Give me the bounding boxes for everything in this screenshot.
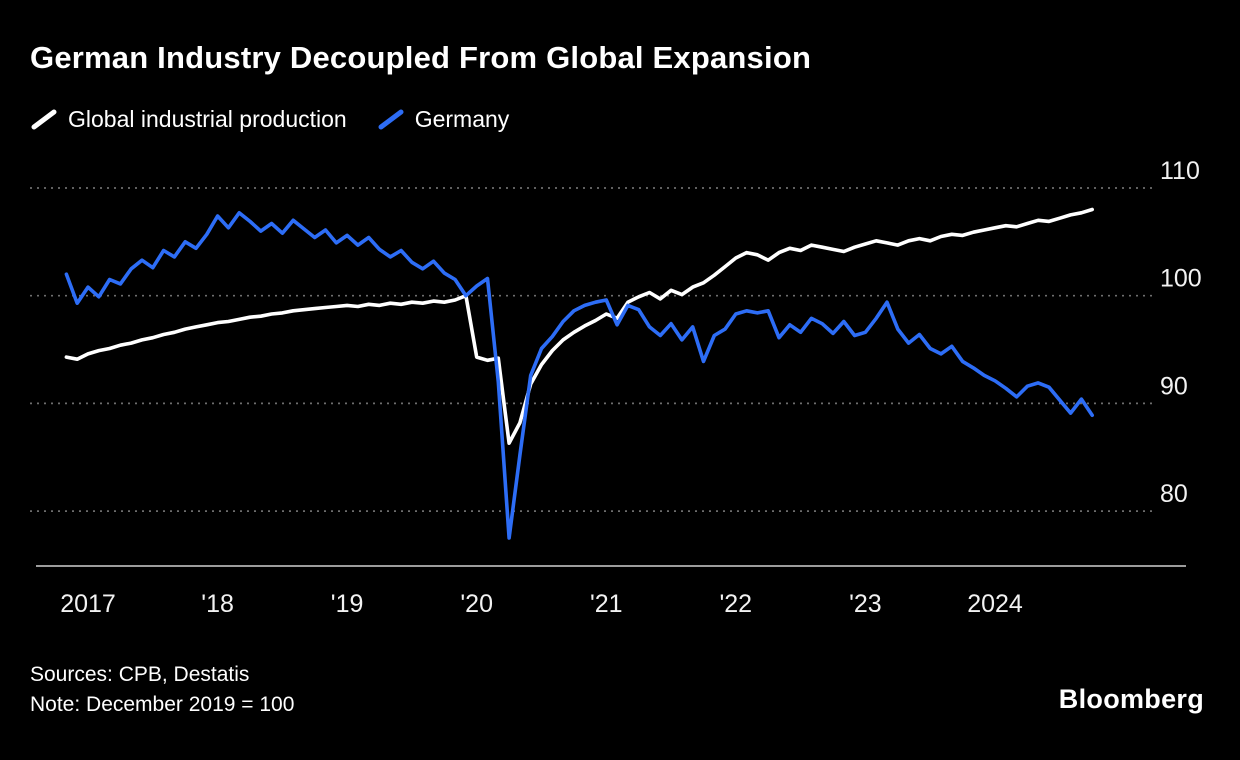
- line-swatch-icon-germany: [378, 109, 404, 129]
- legend-label-global: Global industrial production: [68, 106, 347, 132]
- legend-item-germany: Germany: [377, 106, 510, 133]
- bloomberg-logo: Bloomberg: [1058, 684, 1204, 714]
- legend-item-global: Global industrial production: [30, 106, 347, 133]
- note-text: Note: December 2019 = 100: [30, 693, 295, 716]
- chart-footer: Sources: CPB, Destatis Note: December 20…: [30, 660, 294, 720]
- x-axis-tick-label: '18: [201, 590, 234, 618]
- series-line-global: [64, 207, 1094, 446]
- chart-title: German Industry Decoupled From Global Ex…: [30, 40, 812, 75]
- legend: Global industrial production Germany: [30, 106, 509, 133]
- legend-label-germany: Germany: [414, 106, 510, 132]
- x-axis-tick-label: '20: [460, 590, 493, 618]
- line-swatch-icon-global: [31, 109, 57, 129]
- y-axis-tick-label: 110: [1160, 157, 1200, 185]
- y-axis-tick-label: 90: [1160, 372, 1188, 400]
- x-axis-tick-label: '21: [590, 590, 623, 618]
- x-axis-tick-label: 2017: [60, 590, 116, 618]
- y-axis-tick-label: 100: [1160, 265, 1202, 293]
- sources-text: Sources: CPB, Destatis: [30, 663, 250, 686]
- x-axis-tick-label: '22: [720, 590, 753, 618]
- x-axis-tick-label: '23: [849, 590, 882, 618]
- x-axis-tick-label: '19: [331, 590, 364, 618]
- series-line-germany: [64, 211, 1094, 540]
- y-axis-tick-label: 80: [1160, 480, 1188, 508]
- x-axis-tick-label: 2024: [967, 590, 1023, 618]
